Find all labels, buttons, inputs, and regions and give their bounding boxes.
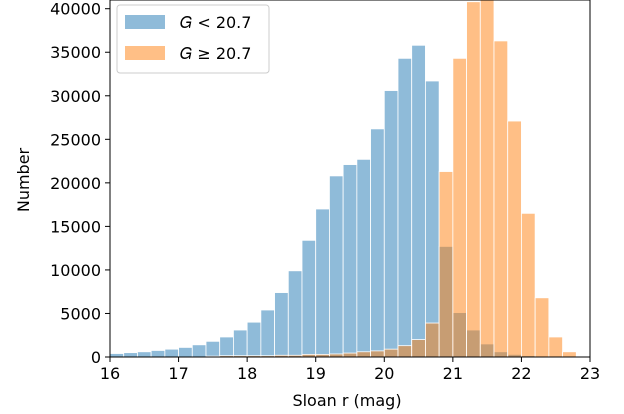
- bar-g-less-12: [274, 292, 289, 358]
- bar-g-less-20: [383, 90, 399, 358]
- bar-g-geq-20: [383, 348, 399, 358]
- bar-g-less-10: [246, 321, 262, 358]
- bar-g-less-2: [137, 351, 152, 358]
- bar-g-geq-29: [507, 120, 522, 358]
- bar-g-less-11: [260, 309, 275, 358]
- bar-g-geq-24: [438, 171, 454, 358]
- bar-g-less-21: [397, 57, 413, 358]
- bar-g-less-0: [109, 353, 125, 358]
- legend: 𝐺 < 20.7 𝐺 ≥ 20.7: [116, 4, 270, 74]
- x-tick-label: 21: [443, 364, 463, 383]
- bar-g-less-19: [370, 128, 385, 358]
- bar-g-less-8: [219, 336, 234, 358]
- x-tick-label: 16: [100, 364, 120, 383]
- bar-g-geq-23: [425, 322, 440, 358]
- y-axis-label: Number: [14, 147, 33, 212]
- bar-g-geq-17: [342, 352, 358, 358]
- bar-g-less-18: [356, 158, 371, 358]
- bar-g-geq-25: [452, 57, 467, 358]
- y-tick-label: 35000: [50, 43, 101, 62]
- legend-swatch-g-geq: [125, 46, 165, 60]
- y-tick-label: 20000: [50, 174, 101, 193]
- bar-g-geq-22: [411, 339, 426, 358]
- x-tick-label: 18: [237, 364, 257, 383]
- bar-g-geq-28: [493, 40, 509, 358]
- y-axis-ticks: 0 5000 10000 15000 20000 25000 30000 35000 40000: [50, 0, 110, 367]
- x-axis-ticks: 16 17 18 19 20 21 22 23: [100, 357, 600, 383]
- x-tick-label: 20: [374, 364, 394, 383]
- y-tick-label: 0: [91, 348, 101, 367]
- bar-g-less-16: [329, 175, 344, 358]
- bar-g-geq-30: [521, 212, 536, 358]
- bar-g-geq-21: [397, 345, 413, 358]
- bar-g-less-22: [411, 44, 426, 358]
- y-tick-label: 15000: [50, 217, 101, 236]
- bar-g-geq-26: [466, 1, 481, 358]
- x-tick-label: 19: [306, 364, 326, 383]
- y-tick-label: 10000: [50, 261, 101, 280]
- y-tick-label: 30000: [50, 87, 101, 106]
- y-tick-label: 5000: [60, 304, 101, 323]
- bar-g-geq-18: [356, 351, 371, 358]
- bar-g-geq-31: [534, 297, 550, 358]
- bar-g-less-15: [315, 208, 330, 358]
- legend-label-g-geq: 𝐺 ≥ 20.7: [180, 44, 251, 63]
- bar-g-less-1: [123, 352, 138, 358]
- x-axis-label: Sloan r (mag): [292, 391, 401, 410]
- bar-g-less-23: [425, 80, 440, 358]
- bar-g-geq-27: [479, 0, 495, 358]
- bar-g-less-6: [191, 344, 207, 358]
- y-tick-label: 25000: [50, 130, 101, 149]
- bar-g-less-14: [301, 239, 317, 358]
- bar-g-less-7: [205, 340, 221, 358]
- bar-g-less-4: [164, 348, 179, 358]
- bar-g-less-5: [178, 347, 193, 358]
- bar-g-geq-32: [548, 336, 563, 358]
- axes-frame: [109, 0, 591, 358]
- plot-frame: [109, 0, 591, 358]
- bar-g-less-9: [233, 329, 248, 358]
- x-tick-label: 17: [168, 364, 188, 383]
- y-tick-label: 40000: [50, 0, 101, 19]
- bar-g-geq-33: [562, 351, 577, 358]
- bar-g-geq-19: [370, 350, 385, 358]
- x-tick-label: 22: [511, 364, 531, 383]
- legend-swatch-g-less: [125, 15, 165, 29]
- bars-layer: [109, 0, 591, 358]
- bar-g-less-3: [150, 350, 166, 358]
- x-tick-label: 23: [580, 364, 600, 383]
- bar-g-less-17: [342, 164, 358, 358]
- legend-label-g-less: 𝐺 < 20.7: [180, 13, 251, 32]
- bar-g-less-13: [287, 270, 303, 358]
